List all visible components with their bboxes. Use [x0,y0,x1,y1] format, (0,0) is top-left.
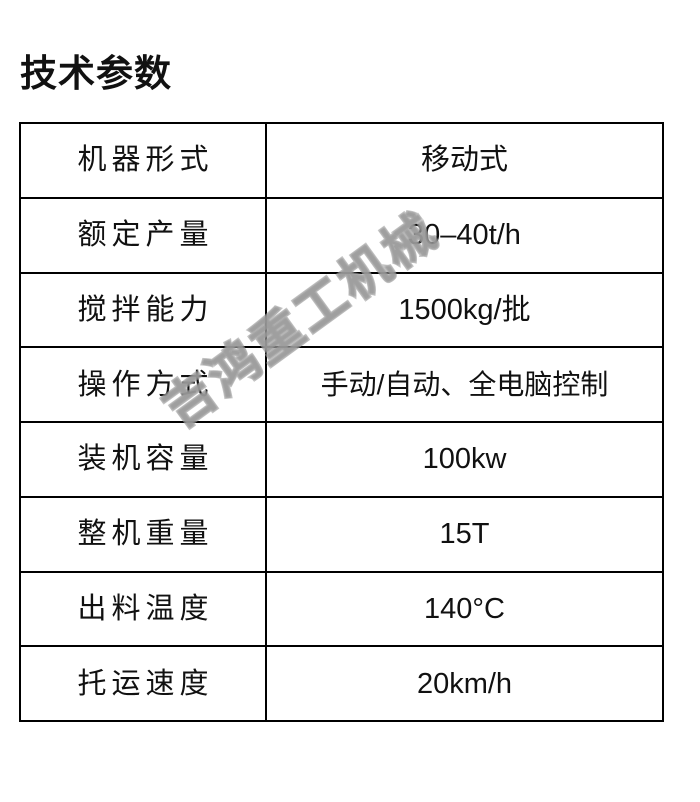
parameter-value: 移动式 [420,144,508,177]
parameter-value: 1500kg/批 [398,293,531,326]
parameter-label-cell: 装机容量 [19,421,267,498]
table-row: 额定产量 30–40t/h [19,196,664,274]
parameter-label: 额定产量 [77,219,214,252]
parameter-value-cell: 1500kg/批 [265,271,664,349]
parameter-label-cell: 出料温度 [19,570,267,648]
parameter-label-cell: 操作方式 [19,346,267,423]
parameter-label-cell: 整机重量 [19,495,267,573]
technical-parameters-table: 机器形式 移动式 额定产量 30–40t/h 搅拌能 [19,122,664,722]
parameter-label-cell: 搅拌能力 [19,271,267,349]
parameter-value: 手动/自动、全电脑控制 [320,368,609,400]
parameter-label: 整机重量 [77,518,214,551]
parameter-value-cell: 15T [265,495,664,573]
parameter-value: 15T [439,518,490,551]
parameter-label-cell: 托运速度 [19,645,267,722]
parameter-label: 出料温度 [77,592,214,625]
page-title: 技术参数 [20,53,172,94]
table-row: 装机容量 100kw [19,421,664,498]
table-row: 机器形式 移动式 [19,122,664,199]
parameter-value-cell: 手动/自动、全电脑控制 [265,346,664,423]
parameter-label-cell: 额定产量 [19,196,267,274]
table-body: 机器形式 移动式 额定产量 30–40t/h 搅拌能 [19,122,664,722]
parameter-label: 机器形式 [77,144,214,177]
parameter-label: 托运速度 [77,667,214,700]
parameter-value-cell: 20km/h [265,645,664,722]
table-row: 整机重量 15T [19,495,664,573]
table-row: 出料温度 140°C [19,570,664,648]
parameter-value-cell: 100kw [265,421,664,498]
table-row: 搅拌能力 1500kg/批 [19,271,664,349]
parameter-value-cell: 140°C [265,570,664,648]
table-row: 托运速度 20km/h [19,645,664,722]
parameter-label: 搅拌能力 [77,293,214,326]
table-row: 操作方式 手动/自动、全电脑控制 [19,346,664,423]
parameter-label-cell: 机器形式 [19,122,267,199]
parameter-value-cell: 30–40t/h [265,196,664,274]
parameter-value: 30–40t/h [408,219,521,252]
parameter-label: 装机容量 [77,443,214,476]
parameter-value-cell: 移动式 [265,122,664,199]
spec-table-container: 机器形式 移动式 额定产量 30–40t/h 搅拌能 [19,122,664,722]
parameter-value: 100kw [422,443,507,476]
parameter-label: 操作方式 [77,368,214,401]
parameter-value: 20km/h [416,667,513,700]
parameter-value: 140°C [424,592,505,625]
